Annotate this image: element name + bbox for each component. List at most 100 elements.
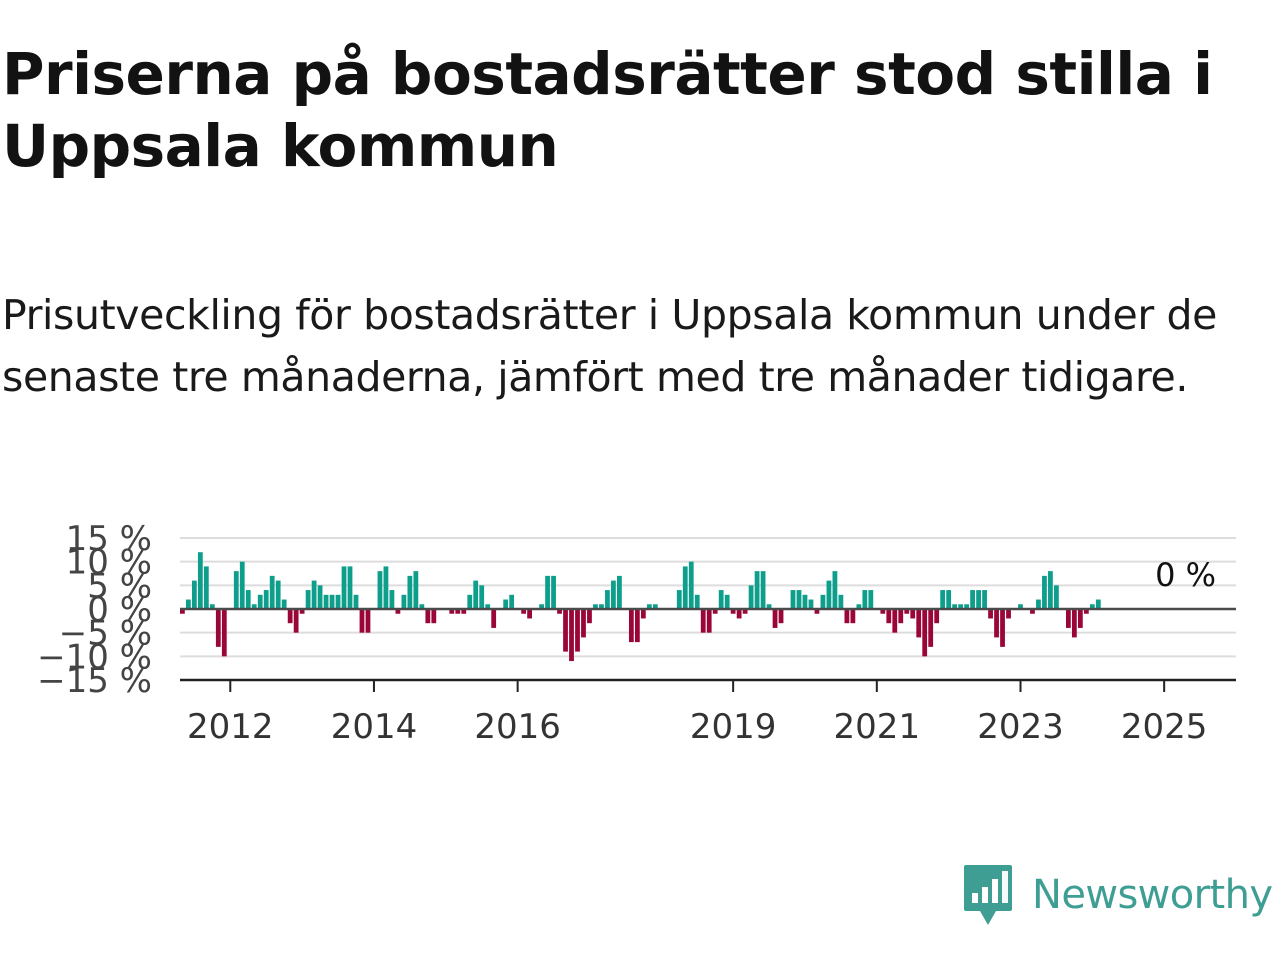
bar bbox=[359, 609, 365, 633]
bar bbox=[605, 590, 610, 609]
x-tick-label: 2016 bbox=[474, 707, 561, 740]
bar bbox=[1065, 609, 1071, 628]
bar bbox=[251, 604, 257, 609]
bar bbox=[712, 609, 718, 614]
bar bbox=[706, 609, 712, 633]
bar bbox=[317, 585, 323, 609]
bar bbox=[718, 590, 724, 609]
bar bbox=[545, 575, 550, 609]
bar bbox=[700, 609, 706, 633]
bar bbox=[724, 594, 730, 609]
bar bbox=[778, 609, 784, 624]
bar bbox=[185, 599, 191, 609]
bar bbox=[569, 609, 574, 662]
bar bbox=[844, 609, 850, 624]
bar bbox=[407, 575, 413, 609]
brand-name: Newsworthy bbox=[1032, 872, 1273, 918]
bar bbox=[593, 604, 598, 609]
bar bbox=[826, 580, 832, 609]
bar bbox=[485, 604, 491, 609]
bar bbox=[203, 566, 209, 609]
x-tick-label: 2021 bbox=[834, 707, 921, 740]
bar bbox=[982, 590, 987, 609]
y-tick-label: 5 % bbox=[87, 566, 152, 606]
bar bbox=[766, 604, 772, 609]
bar bbox=[389, 590, 395, 609]
bar bbox=[676, 590, 682, 609]
bar bbox=[239, 561, 245, 609]
y-tick-label: −10 % bbox=[37, 637, 152, 677]
bar bbox=[503, 599, 509, 609]
bar bbox=[401, 594, 407, 609]
bar bbox=[958, 604, 964, 609]
bar bbox=[820, 594, 826, 609]
bar bbox=[341, 566, 347, 609]
bar bbox=[191, 580, 197, 609]
bar bbox=[395, 609, 401, 614]
bar bbox=[898, 609, 904, 624]
bar bbox=[467, 594, 473, 609]
bar bbox=[742, 609, 748, 614]
bar bbox=[1000, 609, 1005, 647]
bar bbox=[287, 609, 293, 624]
bar bbox=[197, 552, 203, 609]
bar bbox=[1071, 609, 1077, 638]
bar bbox=[940, 590, 946, 609]
bar bbox=[802, 594, 808, 609]
x-tick-label: 2012 bbox=[187, 707, 274, 740]
bar bbox=[245, 590, 251, 609]
bar bbox=[970, 590, 975, 609]
bar bbox=[1095, 599, 1101, 609]
bar bbox=[221, 609, 227, 657]
bar bbox=[377, 571, 383, 609]
bar bbox=[808, 599, 814, 609]
bar bbox=[892, 609, 898, 633]
bar bbox=[1048, 571, 1053, 609]
bar bbox=[964, 604, 970, 609]
bar bbox=[257, 594, 263, 609]
price-change-chart: 15 %10 %5 %0 %−5 %−10 %−15 %2012 2014 2016… bbox=[37, 519, 1236, 740]
bar bbox=[425, 609, 431, 624]
bar bbox=[928, 609, 934, 647]
bar bbox=[479, 585, 485, 609]
bar bbox=[263, 590, 269, 609]
bar bbox=[323, 594, 329, 609]
page-subtitle: Prisutveckling för bostadsrätter i Uppsa… bbox=[2, 291, 1217, 401]
bar bbox=[599, 604, 604, 609]
bar bbox=[527, 609, 532, 619]
bar bbox=[994, 609, 999, 638]
bar bbox=[281, 599, 287, 609]
bar bbox=[509, 594, 515, 609]
bar bbox=[634, 609, 640, 643]
bar bbox=[431, 609, 437, 624]
bar bbox=[688, 561, 694, 609]
bar bbox=[1083, 609, 1089, 614]
bar bbox=[419, 604, 425, 609]
bar bbox=[335, 594, 341, 609]
bar bbox=[862, 590, 868, 609]
bar bbox=[1006, 609, 1011, 619]
bar bbox=[640, 609, 646, 619]
bar bbox=[215, 609, 221, 647]
page-title: Priserna på bostadsrätter stod stilla i … bbox=[2, 40, 1213, 180]
bar bbox=[868, 590, 874, 609]
bar bbox=[952, 604, 958, 609]
bar bbox=[886, 609, 892, 624]
bar bbox=[1054, 585, 1059, 609]
bar bbox=[491, 609, 497, 628]
bar bbox=[646, 604, 652, 609]
bar bbox=[682, 566, 688, 609]
bar bbox=[1089, 604, 1095, 609]
bar bbox=[299, 609, 305, 614]
bar bbox=[760, 571, 766, 609]
y-tick-label: −15 % bbox=[37, 661, 152, 701]
x-tick-label: 2023 bbox=[977, 707, 1064, 740]
bar bbox=[329, 594, 335, 609]
bar bbox=[838, 594, 844, 609]
y-tick-label: 10 % bbox=[66, 543, 152, 583]
bar bbox=[856, 604, 862, 609]
bar bbox=[180, 609, 185, 614]
bar bbox=[233, 571, 239, 609]
y-tick-label: −5 % bbox=[59, 614, 152, 654]
bar bbox=[1077, 609, 1083, 628]
